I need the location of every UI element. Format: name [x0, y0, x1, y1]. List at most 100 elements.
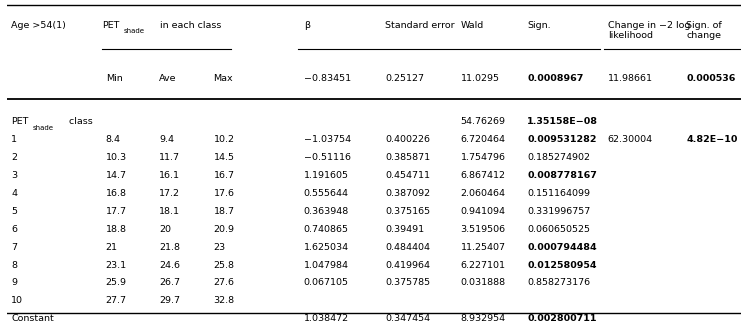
Text: 29.7: 29.7 — [159, 296, 180, 305]
Text: 11.25407: 11.25407 — [461, 243, 506, 252]
Text: 0.740865: 0.740865 — [304, 225, 349, 234]
Text: 27.7: 27.7 — [105, 296, 126, 305]
Text: 10.3: 10.3 — [105, 153, 127, 162]
Text: Max: Max — [213, 74, 233, 83]
Text: 6.720464: 6.720464 — [461, 135, 506, 144]
Text: Standard error: Standard error — [385, 21, 455, 30]
Text: 2.060464: 2.060464 — [461, 189, 506, 198]
Text: 0.331996757: 0.331996757 — [527, 207, 590, 216]
Text: 0.385871: 0.385871 — [385, 153, 430, 162]
Text: 6.227101: 6.227101 — [461, 261, 506, 270]
Text: 0.400226: 0.400226 — [385, 135, 430, 144]
Text: 25.9: 25.9 — [105, 278, 126, 288]
Text: 0.555644: 0.555644 — [304, 189, 349, 198]
Text: Min: Min — [105, 74, 123, 83]
Text: 4: 4 — [11, 189, 17, 198]
Text: 0.008778167: 0.008778167 — [527, 171, 597, 180]
Text: 0.25127: 0.25127 — [385, 74, 424, 83]
Text: 0.151164099: 0.151164099 — [527, 189, 590, 198]
Text: 21.8: 21.8 — [159, 243, 180, 252]
Text: 0.067105: 0.067105 — [304, 278, 349, 288]
Text: 0.000794484: 0.000794484 — [527, 243, 597, 252]
Text: shade: shade — [124, 28, 145, 34]
Text: 7: 7 — [11, 243, 17, 252]
Text: 1.625034: 1.625034 — [304, 243, 349, 252]
Text: 0.39491: 0.39491 — [385, 225, 424, 234]
Text: 0.012580954: 0.012580954 — [527, 261, 597, 270]
Text: 20: 20 — [159, 225, 171, 234]
Text: 6.867412: 6.867412 — [461, 171, 506, 180]
Text: 54.76269: 54.76269 — [461, 117, 506, 126]
Text: 8.4: 8.4 — [105, 135, 120, 144]
Text: 9: 9 — [11, 278, 17, 288]
Text: 14.5: 14.5 — [213, 153, 234, 162]
Text: shade: shade — [33, 125, 54, 131]
Text: 1.35158E−08: 1.35158E−08 — [527, 117, 598, 126]
Text: 62.30004: 62.30004 — [608, 135, 653, 144]
Text: 1.754796: 1.754796 — [461, 153, 506, 162]
Text: 8.932954: 8.932954 — [461, 314, 506, 321]
Text: 0.375785: 0.375785 — [385, 278, 430, 288]
Text: 11.0295: 11.0295 — [461, 74, 500, 83]
Text: 25.8: 25.8 — [213, 261, 234, 270]
Text: 3.519506: 3.519506 — [461, 225, 506, 234]
Text: 0.363948: 0.363948 — [304, 207, 349, 216]
Text: PET: PET — [102, 21, 120, 30]
Text: 16.8: 16.8 — [105, 189, 126, 198]
Text: 6: 6 — [11, 225, 17, 234]
Text: 1.047984: 1.047984 — [304, 261, 349, 270]
Text: 27.6: 27.6 — [213, 278, 234, 288]
Text: 32.8: 32.8 — [213, 296, 235, 305]
Text: 14.7: 14.7 — [105, 171, 126, 180]
Text: 23: 23 — [213, 243, 226, 252]
Text: 0.002800711: 0.002800711 — [527, 314, 597, 321]
Text: 23.1: 23.1 — [105, 261, 127, 270]
Text: 1.038472: 1.038472 — [304, 314, 349, 321]
Text: 17.7: 17.7 — [105, 207, 126, 216]
Text: 18.7: 18.7 — [213, 207, 234, 216]
Text: 9.4: 9.4 — [159, 135, 174, 144]
Text: 0.454711: 0.454711 — [385, 171, 430, 180]
Text: 3: 3 — [11, 171, 17, 180]
Text: −0.83451: −0.83451 — [304, 74, 351, 83]
Text: β: β — [304, 21, 310, 30]
Text: −0.51116: −0.51116 — [304, 153, 351, 162]
Text: 0.000536: 0.000536 — [686, 74, 735, 83]
Text: 0.941094: 0.941094 — [461, 207, 506, 216]
Text: 24.6: 24.6 — [159, 261, 180, 270]
Text: 16.7: 16.7 — [213, 171, 234, 180]
Text: 1: 1 — [11, 135, 17, 144]
Text: 0.375165: 0.375165 — [385, 207, 430, 216]
Text: in each class: in each class — [157, 21, 221, 30]
Text: 0.419964: 0.419964 — [385, 261, 430, 270]
Text: 0.060650525: 0.060650525 — [527, 225, 590, 234]
Text: 2: 2 — [11, 153, 17, 162]
Text: 18.8: 18.8 — [105, 225, 126, 234]
Text: 17.2: 17.2 — [159, 189, 180, 198]
Text: 8: 8 — [11, 261, 17, 270]
Text: Ave: Ave — [159, 74, 177, 83]
Text: 10: 10 — [11, 296, 23, 305]
Text: Age >54(1): Age >54(1) — [11, 21, 66, 30]
Text: 0.484404: 0.484404 — [385, 243, 430, 252]
Text: Constant: Constant — [11, 314, 54, 321]
Text: 0.0008967: 0.0008967 — [527, 74, 583, 83]
Text: Sign.: Sign. — [527, 21, 551, 30]
Text: 18.1: 18.1 — [159, 207, 180, 216]
Text: 0.031888: 0.031888 — [461, 278, 506, 288]
Text: 21: 21 — [105, 243, 117, 252]
Text: 16.1: 16.1 — [159, 171, 180, 180]
Text: −1.03754: −1.03754 — [304, 135, 351, 144]
Text: 0.185274902: 0.185274902 — [527, 153, 590, 162]
Text: 0.387092: 0.387092 — [385, 189, 430, 198]
Text: 5: 5 — [11, 207, 17, 216]
Text: 11.98661: 11.98661 — [608, 74, 653, 83]
Text: 0.858273176: 0.858273176 — [527, 278, 590, 288]
Text: 0.347454: 0.347454 — [385, 314, 430, 321]
Text: 1.191605: 1.191605 — [304, 171, 349, 180]
Text: 4.82E−10: 4.82E−10 — [686, 135, 738, 144]
Text: 0.009531282: 0.009531282 — [527, 135, 597, 144]
Text: 10.2: 10.2 — [213, 135, 234, 144]
Text: 20.9: 20.9 — [213, 225, 234, 234]
Text: PET: PET — [11, 117, 28, 126]
